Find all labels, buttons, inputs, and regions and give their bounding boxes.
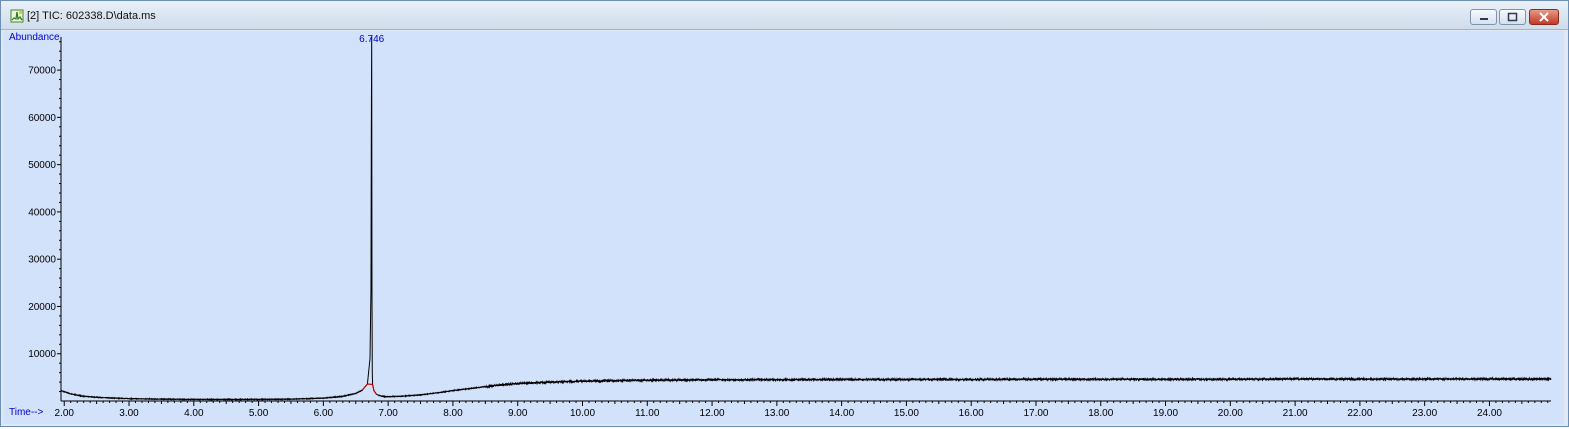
chromatogram-app-icon [10,9,24,23]
x-tick-label: 8.00 [443,408,463,419]
x-tick-label: 12.00 [700,408,725,419]
x-tick-label: 18.00 [1088,408,1113,419]
x-tick-label: 6.00 [314,408,334,419]
x-tick-label: 16.00 [959,408,984,419]
close-icon [1539,12,1549,22]
x-tick-label: 22.00 [1347,408,1372,419]
tic-chart[interactable]: Abundance Time--> 10000 20000 30000 40000 5000… [3,31,1564,424]
x-tick-label: 9.00 [508,408,528,419]
x-tick-label: 3.00 [119,408,139,419]
x-tick-label: 23.00 [1412,408,1437,419]
x-tick-label: 24.00 [1477,408,1502,419]
chromatogram-plot-area: Abundance Time--> 10000 20000 30000 40000 5000… [3,31,1564,424]
x-tick-label: 5.00 [249,408,269,419]
window-title: [2] TIC: 602338.D\data.ms [27,10,156,22]
x-tick-label: 20.00 [1218,408,1243,419]
y-tick-label: 40000 [28,207,56,218]
y-tick-label: 50000 [28,160,56,171]
x-tick-label: 19.00 [1153,408,1178,419]
minimize-icon [1480,18,1488,20]
title-bar[interactable]: [2] TIC: 602338.D\data.ms [1,1,1568,30]
integration-baseline [361,383,377,395]
y-tick-label: 60000 [28,113,56,124]
maximize-icon [1507,12,1518,22]
x-tick-label: 10.00 [570,408,595,419]
y-tick-label: 30000 [28,255,56,266]
x-tick-label: 21.00 [1283,408,1308,419]
peak-label: 6.746 [359,34,384,45]
y-axis-label: Abundance [9,32,60,43]
close-button[interactable] [1529,9,1559,25]
y-tick-label: 10000 [28,349,56,360]
x-tick-label: 13.00 [764,408,789,419]
maximize-button[interactable] [1499,9,1526,25]
x-tick-label: 15.00 [894,408,919,419]
x-tick-label: 11.00 [635,408,660,419]
tic-trace [60,36,1552,402]
x-tick-label: 14.00 [829,408,854,419]
x-axis-label: Time--> [9,407,44,418]
x-tick-label: 7.00 [378,408,398,419]
y-tick-label: 70000 [28,66,56,77]
minimize-button[interactable] [1470,9,1497,25]
y-tick-label: 20000 [28,302,56,313]
x-tick-label: 17.00 [1023,408,1048,419]
x-tick-label: 4.00 [184,408,204,419]
x-tick-label: 2.00 [55,408,75,419]
